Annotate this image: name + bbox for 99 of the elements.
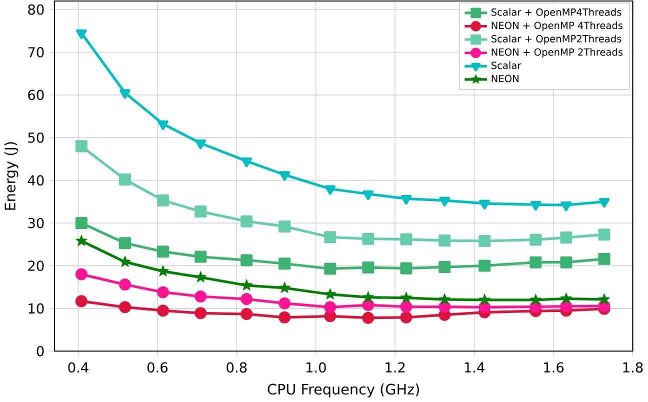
point bbox=[75, 140, 88, 152]
x-tick-label: 0.8 bbox=[226, 362, 247, 373]
point bbox=[240, 215, 253, 228]
y-tick-label: 20 bbox=[28, 260, 44, 272]
point bbox=[560, 202, 572, 212]
x-tick-label: 1.0 bbox=[306, 362, 326, 373]
legend-label: Scalar + OpenMP2Threads bbox=[492, 34, 622, 44]
point bbox=[598, 198, 610, 208]
point bbox=[240, 279, 253, 291]
point bbox=[194, 271, 207, 283]
y-tick-label: 80 bbox=[28, 4, 44, 15]
point bbox=[478, 294, 491, 306]
point bbox=[157, 246, 170, 258]
point bbox=[240, 254, 253, 266]
y-tick-label: 70 bbox=[28, 47, 44, 58]
y-tick-label: 0 bbox=[36, 346, 44, 356]
x-axis-title: CPU Frequency (GHz) bbox=[268, 384, 419, 398]
point bbox=[118, 301, 131, 314]
point bbox=[158, 120, 168, 130]
point bbox=[195, 140, 206, 150]
y-tick-label: 40 bbox=[28, 175, 44, 186]
point bbox=[75, 268, 88, 280]
point bbox=[560, 292, 572, 304]
point bbox=[75, 295, 88, 308]
point bbox=[400, 292, 412, 304]
point bbox=[324, 310, 336, 322]
point bbox=[118, 278, 131, 291]
x-tick-label: 0.4 bbox=[68, 362, 88, 373]
legend-label: NEON bbox=[492, 74, 518, 82]
legend-label: NEON + OpenMP 2Threads bbox=[492, 48, 623, 58]
point bbox=[75, 217, 88, 230]
point bbox=[194, 307, 207, 320]
point bbox=[560, 300, 572, 312]
point bbox=[278, 258, 291, 270]
point bbox=[324, 231, 336, 244]
point bbox=[598, 228, 610, 241]
point bbox=[560, 256, 572, 268]
point bbox=[324, 288, 336, 300]
y-tick-label: 10 bbox=[28, 303, 44, 314]
point bbox=[240, 308, 253, 320]
point bbox=[362, 312, 374, 324]
y-tick-label: 60 bbox=[28, 90, 44, 100]
point bbox=[118, 237, 131, 250]
x-tick-label: 0.6 bbox=[147, 362, 168, 373]
point bbox=[598, 253, 610, 266]
point bbox=[278, 220, 291, 233]
point bbox=[362, 299, 374, 312]
legend-label: Scalar bbox=[492, 62, 522, 70]
point bbox=[362, 190, 374, 200]
point bbox=[400, 262, 412, 274]
point bbox=[157, 304, 170, 317]
point bbox=[560, 232, 572, 244]
point bbox=[438, 293, 451, 305]
point bbox=[478, 260, 491, 272]
point bbox=[240, 293, 253, 306]
point bbox=[157, 286, 170, 298]
point bbox=[598, 293, 610, 305]
x-tick-label: 1.8 bbox=[623, 362, 643, 373]
point bbox=[478, 235, 491, 248]
point bbox=[400, 312, 412, 324]
x-tick-label: 1.6 bbox=[544, 362, 564, 373]
point bbox=[278, 297, 291, 310]
x-tick-label: 1.2 bbox=[386, 362, 405, 373]
y-tick-label: 30 bbox=[28, 218, 44, 228]
point bbox=[400, 195, 412, 205]
point bbox=[194, 250, 207, 263]
point bbox=[324, 262, 336, 275]
point bbox=[157, 194, 170, 207]
point bbox=[118, 174, 131, 186]
point bbox=[362, 262, 374, 274]
point bbox=[194, 290, 207, 303]
point bbox=[279, 171, 290, 181]
point bbox=[438, 234, 451, 247]
legend-label: NEON + OpenMP 4Threads bbox=[492, 22, 623, 32]
point bbox=[362, 291, 374, 303]
y-axis-title: Energy (J) bbox=[4, 142, 18, 210]
point bbox=[118, 256, 132, 268]
point bbox=[120, 89, 130, 99]
point bbox=[439, 196, 450, 207]
point bbox=[479, 200, 490, 210]
legend-label: Scalar + OpenMP4Threads bbox=[492, 8, 622, 18]
point bbox=[438, 261, 451, 274]
point bbox=[76, 29, 87, 40]
point bbox=[400, 300, 412, 313]
y-tick-label: 50 bbox=[28, 132, 44, 143]
point bbox=[530, 201, 542, 211]
point bbox=[241, 158, 252, 168]
point bbox=[75, 234, 88, 246]
point bbox=[400, 233, 412, 246]
point bbox=[362, 232, 374, 245]
point bbox=[530, 234, 542, 246]
point bbox=[324, 301, 336, 314]
point bbox=[194, 206, 207, 218]
point bbox=[530, 256, 542, 268]
x-tick-label: 1.4 bbox=[464, 362, 484, 373]
point bbox=[530, 294, 542, 306]
point bbox=[324, 185, 336, 195]
point bbox=[278, 312, 291, 324]
point bbox=[278, 282, 291, 294]
